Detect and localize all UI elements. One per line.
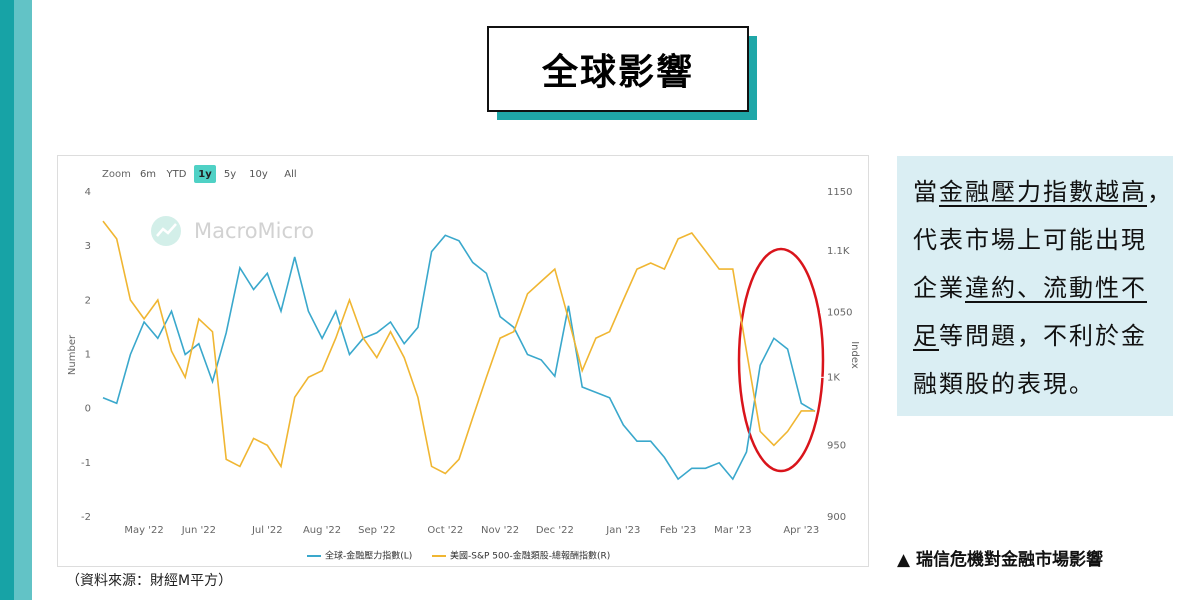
note-line: 企業違約、流動性不 (913, 264, 1173, 312)
note-text: 企業 (913, 274, 965, 302)
note-text: 足 (913, 322, 939, 350)
side-bar (0, 0, 32, 600)
x-tick-label: Jul '22 (251, 525, 283, 536)
x-tick-label: Mar '23 (714, 525, 752, 536)
legend-label[interactable]: 美國-S&P 500-金融類股-總報酬指數(R) (450, 550, 610, 562)
legend-label[interactable]: 全球-金融壓力指數(L) (325, 550, 412, 562)
x-tick-label: Jun '22 (181, 525, 216, 536)
note-box: 當金融壓力指數越高， 代表市場上可能出現 企業違約、流動性不 足等問題，不利於金 融類股… (897, 156, 1173, 416)
highlight-ellipse (737, 247, 825, 473)
y2-tick-label: 1K (827, 372, 840, 383)
caption: ▲ 瑞信危機對金融市場影響 (897, 550, 1103, 570)
y-tick-label: 3 (85, 241, 91, 252)
x-tick-label: Feb '23 (660, 525, 696, 536)
series-line (102, 220, 815, 475)
note-text: 代表市場上可能出現 (913, 226, 1147, 254)
x-tick-label: Apr '23 (783, 525, 819, 536)
note-line: 代表市場上可能出現 (913, 216, 1173, 264)
note-line: 融類股的表現。 (913, 360, 1173, 408)
y2-tick-label: 900 (827, 512, 846, 523)
series-line (102, 234, 816, 481)
zoom-button[interactable]: 6m (140, 169, 156, 180)
note-text: 等問題，不利於金 (939, 322, 1147, 350)
note-text: 融類股的表現。 (913, 370, 1095, 398)
zoom-label: Zoom (102, 169, 131, 180)
y-tick-label: 2 (85, 295, 91, 306)
zoom-button[interactable]: All (284, 169, 296, 180)
note-text: ， (1147, 178, 1173, 206)
y2-axis-label: Index (849, 341, 860, 369)
note-text: 當 (913, 178, 939, 206)
chart-frame (57, 155, 869, 567)
note-line: 足等問題，不利於金 (913, 312, 1173, 360)
y-tick-label: 4 (85, 187, 91, 198)
zoom-button[interactable]: 1y (198, 169, 212, 180)
x-tick-label: Aug '22 (303, 525, 341, 536)
zoom-button-bg (194, 165, 216, 183)
x-tick-label: Sep '22 (358, 525, 396, 536)
zoom-button[interactable]: YTD (166, 169, 187, 180)
watermark-icon (151, 216, 181, 246)
source: （資料來源：財經M平方） (66, 573, 233, 589)
note-text: 違約、流動性不 (965, 274, 1147, 302)
y-tick-label: -2 (81, 512, 91, 523)
zoom-button[interactable]: 10y (249, 169, 268, 180)
y-tick-label: -1 (81, 458, 91, 469)
x-tick-label: May '22 (124, 525, 163, 536)
y2-tick-label: 1.1K (827, 246, 850, 257)
y2-tick-label: 950 (827, 440, 846, 451)
zoom-button[interactable]: 5y (224, 169, 236, 180)
x-tick-label: Dec '22 (536, 525, 574, 536)
note-text: 金融壓力指數越高 (939, 178, 1147, 206)
y2-tick-label: 1050 (827, 308, 852, 319)
y2-tick-label: 1150 (827, 187, 852, 198)
x-tick-label: Nov '22 (481, 525, 519, 536)
title: 全球影響 (487, 26, 749, 112)
note-line: 當金融壓力指數越高， (913, 168, 1173, 216)
y-axis-label: Number (67, 334, 78, 375)
x-tick-label: Jan '23 (605, 525, 640, 536)
watermark: MacroMicro (194, 219, 314, 243)
y-tick-label: 1 (85, 350, 91, 361)
x-tick-label: Oct '22 (427, 525, 463, 536)
y-tick-label: 0 (85, 404, 91, 415)
